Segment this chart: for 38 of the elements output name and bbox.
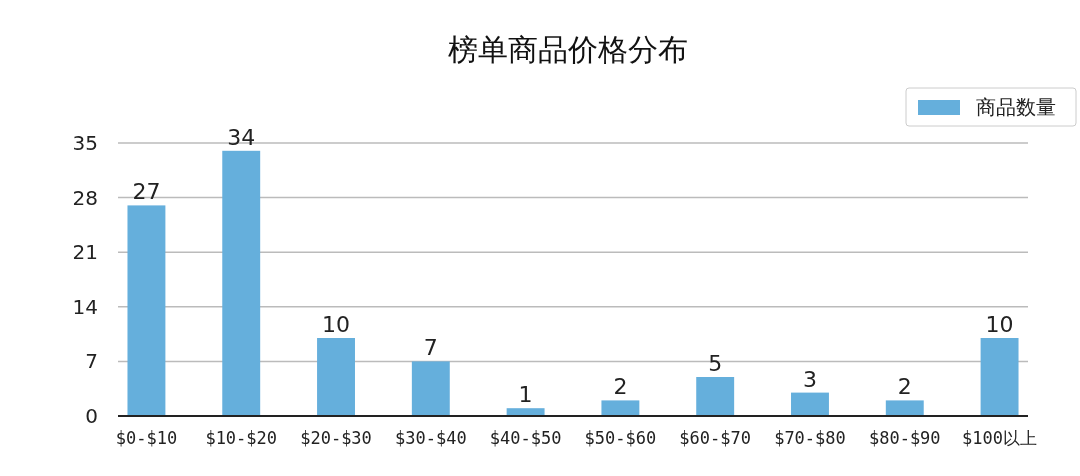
x-tick-label: $60-$70 bbox=[679, 428, 752, 448]
y-tick-label: 0 bbox=[85, 404, 98, 428]
x-tick-label: $10-$20 bbox=[205, 428, 278, 448]
chart-title: 榜单商品价格分布 bbox=[448, 32, 688, 67]
bar bbox=[127, 205, 166, 416]
bar bbox=[222, 150, 261, 416]
data-label: 10 bbox=[322, 312, 351, 337]
y-tick-label: 35 bbox=[72, 131, 98, 155]
x-tick-label: $50-$60 bbox=[584, 428, 657, 448]
bar bbox=[885, 400, 924, 416]
data-label: 3 bbox=[802, 366, 817, 392]
y-tick-label: 28 bbox=[72, 185, 98, 210]
x-tick-label: $100以上 bbox=[962, 428, 1038, 448]
bar bbox=[696, 377, 735, 416]
x-tick-label: $20-$30 bbox=[300, 428, 372, 448]
x-tick-label: $40-$50 bbox=[489, 428, 562, 448]
legend-label: 商品数量 bbox=[976, 95, 1056, 119]
bar bbox=[980, 338, 1019, 416]
bar bbox=[601, 400, 640, 416]
data-label: 2 bbox=[613, 374, 628, 400]
data-label: 5 bbox=[708, 351, 723, 376]
y-tick-label: 7 bbox=[85, 349, 98, 374]
x-tick-label: $80-$90 bbox=[868, 428, 941, 448]
data-label: 34 bbox=[227, 124, 256, 150]
x-tick-label: $30-$40 bbox=[394, 428, 467, 448]
x-tick-label: $0-$10 bbox=[115, 428, 178, 448]
y-tick-label: 14 bbox=[72, 294, 98, 319]
data-label: 10 bbox=[985, 312, 1014, 337]
bar bbox=[791, 392, 829, 416]
y-tick-label: 21 bbox=[72, 240, 98, 265]
x-tick-label: $70-$80 bbox=[774, 428, 846, 448]
bar bbox=[506, 408, 545, 416]
data-label: 27 bbox=[132, 179, 161, 205]
data-label: 2 bbox=[897, 374, 912, 400]
data-label: 7 bbox=[423, 335, 438, 361]
bar bbox=[317, 338, 355, 416]
bar bbox=[411, 361, 450, 416]
data-label: 1 bbox=[518, 382, 533, 408]
